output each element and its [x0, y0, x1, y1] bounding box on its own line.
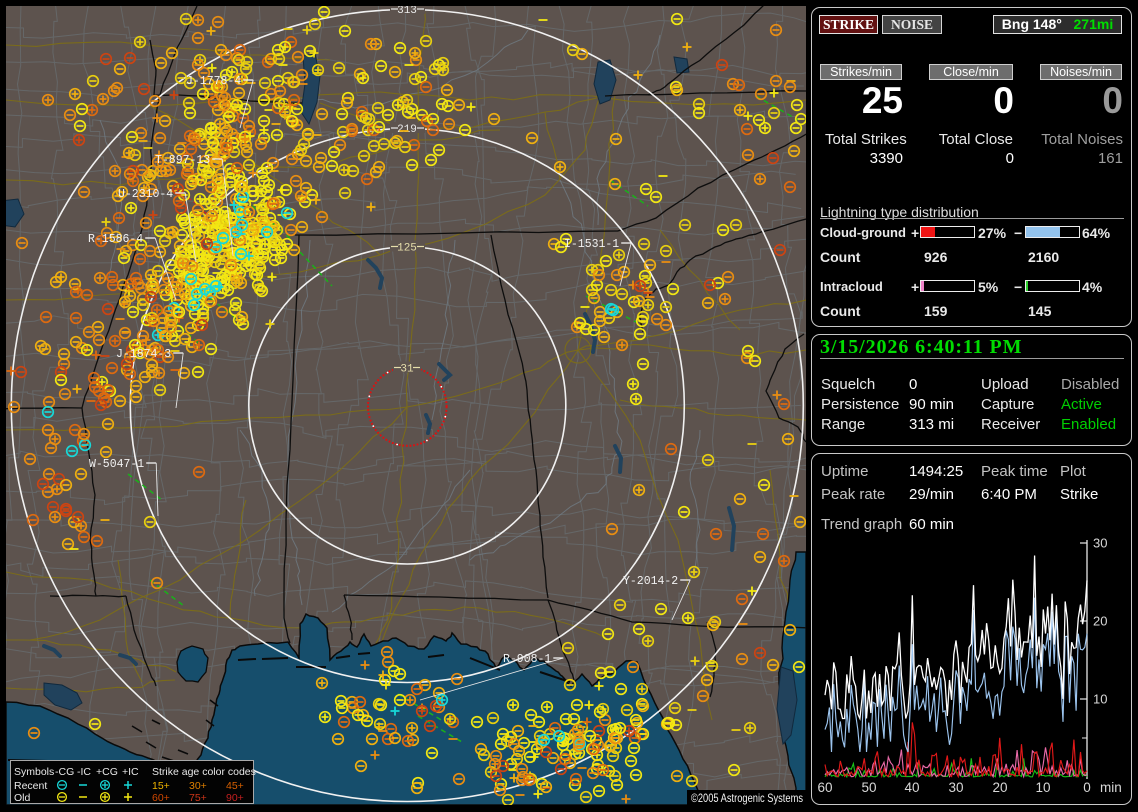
svg-text:31: 31 — [400, 364, 414, 376]
svg-text:Y-2014-2: Y-2014-2 — [623, 575, 678, 588]
svg-text:Recent: Recent — [14, 780, 47, 792]
svg-text:min: min — [1100, 780, 1122, 795]
svg-text:+IC: +IC — [122, 766, 139, 778]
svg-text:75+: 75+ — [189, 792, 207, 804]
svg-text:-CG: -CG — [55, 766, 74, 778]
svg-text:Symbols: Symbols — [14, 766, 54, 778]
svg-text:I-1531-1: I-1531-1 — [564, 238, 619, 251]
svg-text:R-908-1: R-908-1 — [503, 653, 551, 666]
svg-text:10: 10 — [1093, 692, 1107, 707]
svg-text:-IC: -IC — [77, 766, 91, 778]
svg-text:T-897-13: T-897-13 — [155, 154, 210, 167]
svg-text:20: 20 — [992, 780, 1007, 795]
svg-text:60: 60 — [817, 780, 832, 795]
svg-text:60+: 60+ — [152, 792, 170, 804]
svg-text:W-5047-1: W-5047-1 — [89, 458, 144, 471]
svg-text:10: 10 — [1035, 780, 1050, 795]
svg-text:+CG: +CG — [96, 766, 118, 778]
svg-text:90+: 90+ — [226, 792, 244, 804]
svg-text:313: 313 — [397, 5, 417, 17]
svg-text:45+: 45+ — [226, 780, 244, 792]
svg-text:20: 20 — [1093, 614, 1107, 629]
svg-text:30: 30 — [1093, 536, 1107, 551]
svg-text:30: 30 — [948, 780, 963, 795]
svg-text:219: 219 — [397, 124, 417, 136]
svg-text:R-1586-4: R-1586-4 — [88, 233, 143, 246]
svg-text:J-1874-3: J-1874-3 — [116, 348, 171, 361]
svg-text:U-2310-4: U-2310-4 — [118, 188, 173, 201]
svg-text:Strike age color codes: Strike age color codes — [152, 766, 256, 778]
svg-text:©2005 Astrogenic Systems: ©2005 Astrogenic Systems — [691, 791, 803, 805]
svg-text:15+: 15+ — [152, 780, 170, 792]
svg-text:Old: Old — [14, 792, 31, 804]
svg-text:J-1778-4: J-1778-4 — [186, 75, 241, 88]
svg-text:50: 50 — [861, 780, 876, 795]
svg-text:40: 40 — [904, 780, 919, 795]
svg-text:0: 0 — [1083, 780, 1091, 795]
svg-text:30+: 30+ — [189, 780, 207, 792]
svg-text:125: 125 — [397, 243, 417, 255]
